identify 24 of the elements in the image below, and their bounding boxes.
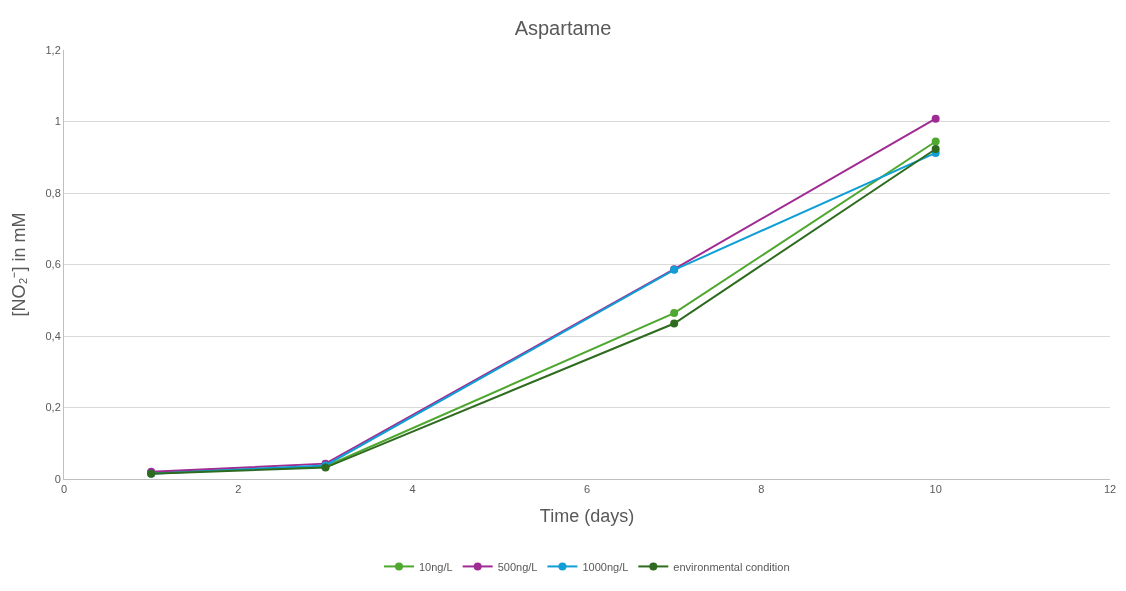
legend-label: 1000ng/L [582, 560, 629, 573]
point [670, 309, 679, 318]
legend-label: 10ng/L [419, 560, 453, 573]
y-tick-label: 0,2 [45, 401, 61, 414]
x-tick-label: 8 [758, 483, 765, 496]
y-tick-label: 0,4 [45, 329, 61, 342]
x-axis-title: Time (days) [539, 506, 635, 527]
y-tick-label: 1,2 [45, 43, 61, 56]
x-tick-label: 12 [1103, 483, 1117, 496]
y-tick-label: 0,8 [45, 186, 61, 199]
chart-title: Aspartame [514, 16, 612, 39]
x-tick-label: 2 [235, 483, 242, 496]
y-tick-label: 0 [54, 472, 61, 485]
y-axis-title: [NO₂⁻] in mM [8, 212, 29, 317]
x-tick-label: 6 [583, 483, 591, 496]
legend-label: environmental condition [673, 560, 790, 573]
y-tick-label: 1 [54, 115, 61, 128]
legend-label: 500ng/L [497, 560, 538, 573]
point [670, 319, 679, 328]
point [931, 114, 940, 123]
point [931, 137, 940, 146]
x-tick-label: 10 [929, 483, 942, 496]
y-tick-label: 0,6 [45, 258, 61, 271]
x-tick-label: 4 [409, 483, 416, 496]
